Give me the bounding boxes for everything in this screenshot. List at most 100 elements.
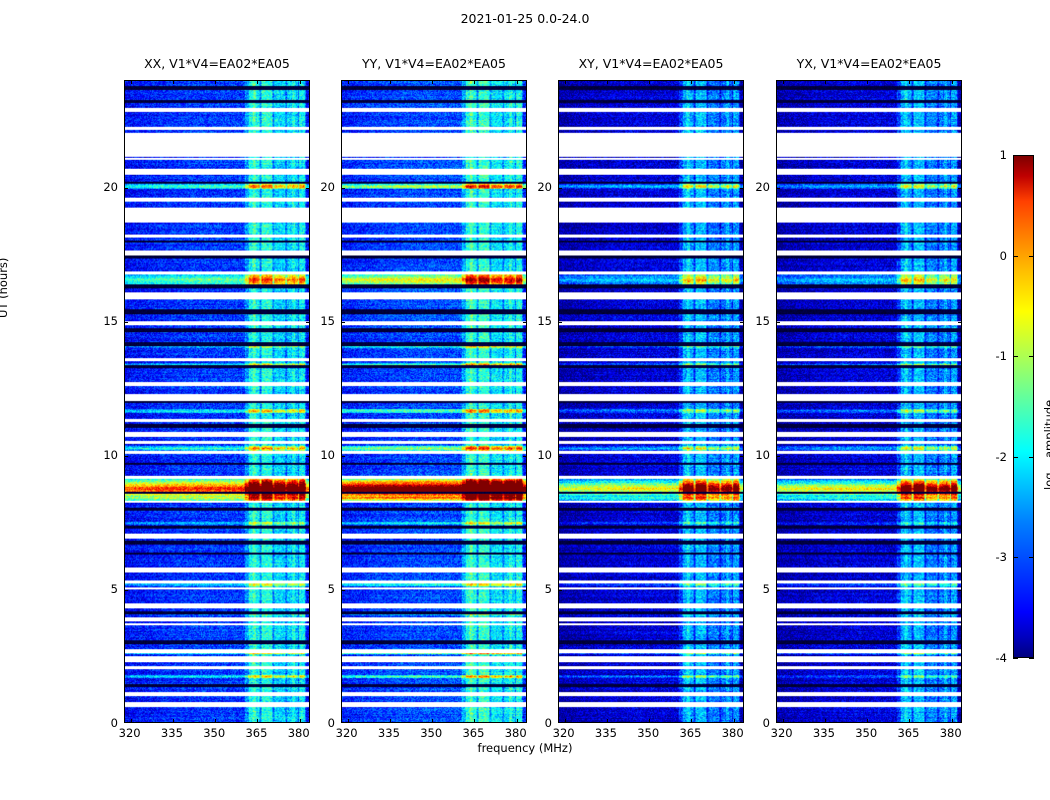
x-tick — [215, 719, 217, 722]
x-tick-label: 365 — [897, 726, 920, 740]
x-tick-label: 335 — [594, 726, 617, 740]
panel-axes[interactable] — [776, 80, 962, 723]
colorbar-tick — [1029, 456, 1034, 458]
colorbar-tick-label: -4 — [995, 651, 1007, 665]
x-tick-label: 380 — [504, 726, 527, 740]
panel-axes[interactable] — [124, 80, 310, 723]
y-tick — [342, 188, 345, 190]
panel-yy: YY, V1*V4=EA02*EA05 320 335 350 365 380 0 5 10 1… — [320, 56, 527, 740]
x-tick-top — [951, 81, 953, 84]
x-tick — [564, 719, 566, 722]
y-tick-label: 10 — [103, 448, 118, 463]
y-tick-label: 0 — [110, 716, 118, 730]
y-tick-label: 0 — [327, 716, 335, 730]
panel-axes[interactable] — [341, 80, 527, 723]
x-tick — [432, 719, 434, 722]
x-tick — [389, 719, 391, 722]
x-tick-label: 335 — [812, 726, 835, 740]
colorbar-tick — [1013, 155, 1018, 156]
panel-title: YY, V1*V4=EA02*EA05 — [362, 56, 506, 71]
x-tick — [474, 719, 476, 722]
x-tick-top — [649, 81, 651, 84]
colorbar-tick-label: -1 — [995, 349, 1007, 364]
x-tick-top — [432, 81, 434, 84]
colorbar-tick — [1029, 356, 1034, 358]
x-tick-top — [172, 81, 174, 84]
y-tick-label: 10 — [320, 448, 335, 463]
y-tick — [125, 322, 128, 324]
x-tick — [733, 719, 735, 722]
y-tick-label: 5 — [110, 582, 118, 597]
x-tick-top — [389, 81, 391, 84]
x-tick — [516, 719, 518, 722]
y-tick — [559, 456, 562, 458]
x-tick — [824, 719, 826, 722]
colorbar-tick — [1029, 658, 1034, 659]
panel-title: YX, V1*V4=EA02*EA05 — [796, 56, 942, 71]
panel-title: XY, V1*V4=EA02*EA05 — [578, 56, 724, 71]
colorbar — [1013, 155, 1034, 659]
x-tick-label: 335 — [377, 726, 400, 740]
y-tick-right — [306, 322, 309, 324]
colorbar-tick — [1029, 557, 1034, 559]
x-tick — [172, 719, 174, 722]
y-tick — [777, 456, 780, 458]
y-tick-right — [740, 322, 743, 324]
x-tick — [347, 719, 349, 722]
x-tick-top — [867, 81, 869, 84]
y-tick-right — [958, 188, 961, 190]
x-tick — [257, 719, 259, 722]
x-tick-top — [474, 81, 476, 84]
y-tick — [342, 456, 345, 458]
colorbar-label-tail: amplitude — [1042, 399, 1050, 458]
y-tick — [559, 322, 562, 324]
y-tick — [342, 322, 345, 324]
colorbar-tick — [1013, 557, 1018, 559]
panel-title: XX, V1*V4=EA02*EA05 — [144, 56, 290, 71]
panel-xy: XY, V1*V4=EA02*EA05 320 335 350 365 380 0 5 10 1… — [537, 56, 744, 740]
colorbar-tick-label: -2 — [995, 449, 1007, 464]
x-tick-label: 365 — [679, 726, 702, 740]
y-tick — [559, 188, 562, 190]
y-tick-label: 20 — [320, 180, 335, 195]
colorbar-tick — [1029, 255, 1034, 257]
x-tick-label: 380 — [287, 726, 310, 740]
y-tick — [777, 188, 780, 190]
colorbar-tick — [1013, 356, 1018, 358]
x-tick-top — [606, 81, 608, 84]
y-tick-label: 5 — [327, 582, 335, 597]
y-tick-label: 5 — [544, 582, 552, 597]
panel-axes[interactable] — [558, 80, 744, 723]
y-tick-label: 15 — [537, 314, 552, 329]
x-tick-top — [733, 81, 735, 84]
y-tick-label: 20 — [755, 180, 770, 195]
colorbar-tick-label: -3 — [995, 550, 1007, 565]
x-tick-top — [824, 81, 826, 84]
y-tick — [559, 590, 562, 592]
y-tick-right — [523, 456, 526, 458]
x-tick-top — [782, 81, 784, 84]
x-tick-label: 350 — [637, 726, 660, 740]
y-tick-right — [306, 590, 309, 592]
x-tick-label: 320 — [118, 726, 141, 740]
x-tick-label: 350 — [203, 726, 226, 740]
x-tick — [299, 719, 301, 722]
x-tick-top — [257, 81, 259, 84]
y-tick-right — [523, 322, 526, 324]
dynamic-spectrum-image — [342, 81, 526, 722]
y-tick-right — [523, 188, 526, 190]
colorbar-tick — [1013, 658, 1018, 659]
panel-yx: YX, V1*V4=EA02*EA05 320 335 350 365 380 0 5 10 1… — [755, 56, 962, 740]
colorbar-label: log10 amplitude — [1042, 400, 1050, 490]
x-tick — [867, 719, 869, 722]
x-tick-label: 320 — [770, 726, 793, 740]
colorbar-tick-label: 1 — [999, 148, 1007, 162]
x-tick-top — [347, 81, 349, 84]
y-tick — [777, 322, 780, 324]
y-tick-right — [740, 590, 743, 592]
x-tick-label: 365 — [245, 726, 268, 740]
x-tick-label: 350 — [420, 726, 443, 740]
x-tick-label: 380 — [939, 726, 962, 740]
y-tick-label: 20 — [537, 180, 552, 195]
y-tick-right — [306, 456, 309, 458]
